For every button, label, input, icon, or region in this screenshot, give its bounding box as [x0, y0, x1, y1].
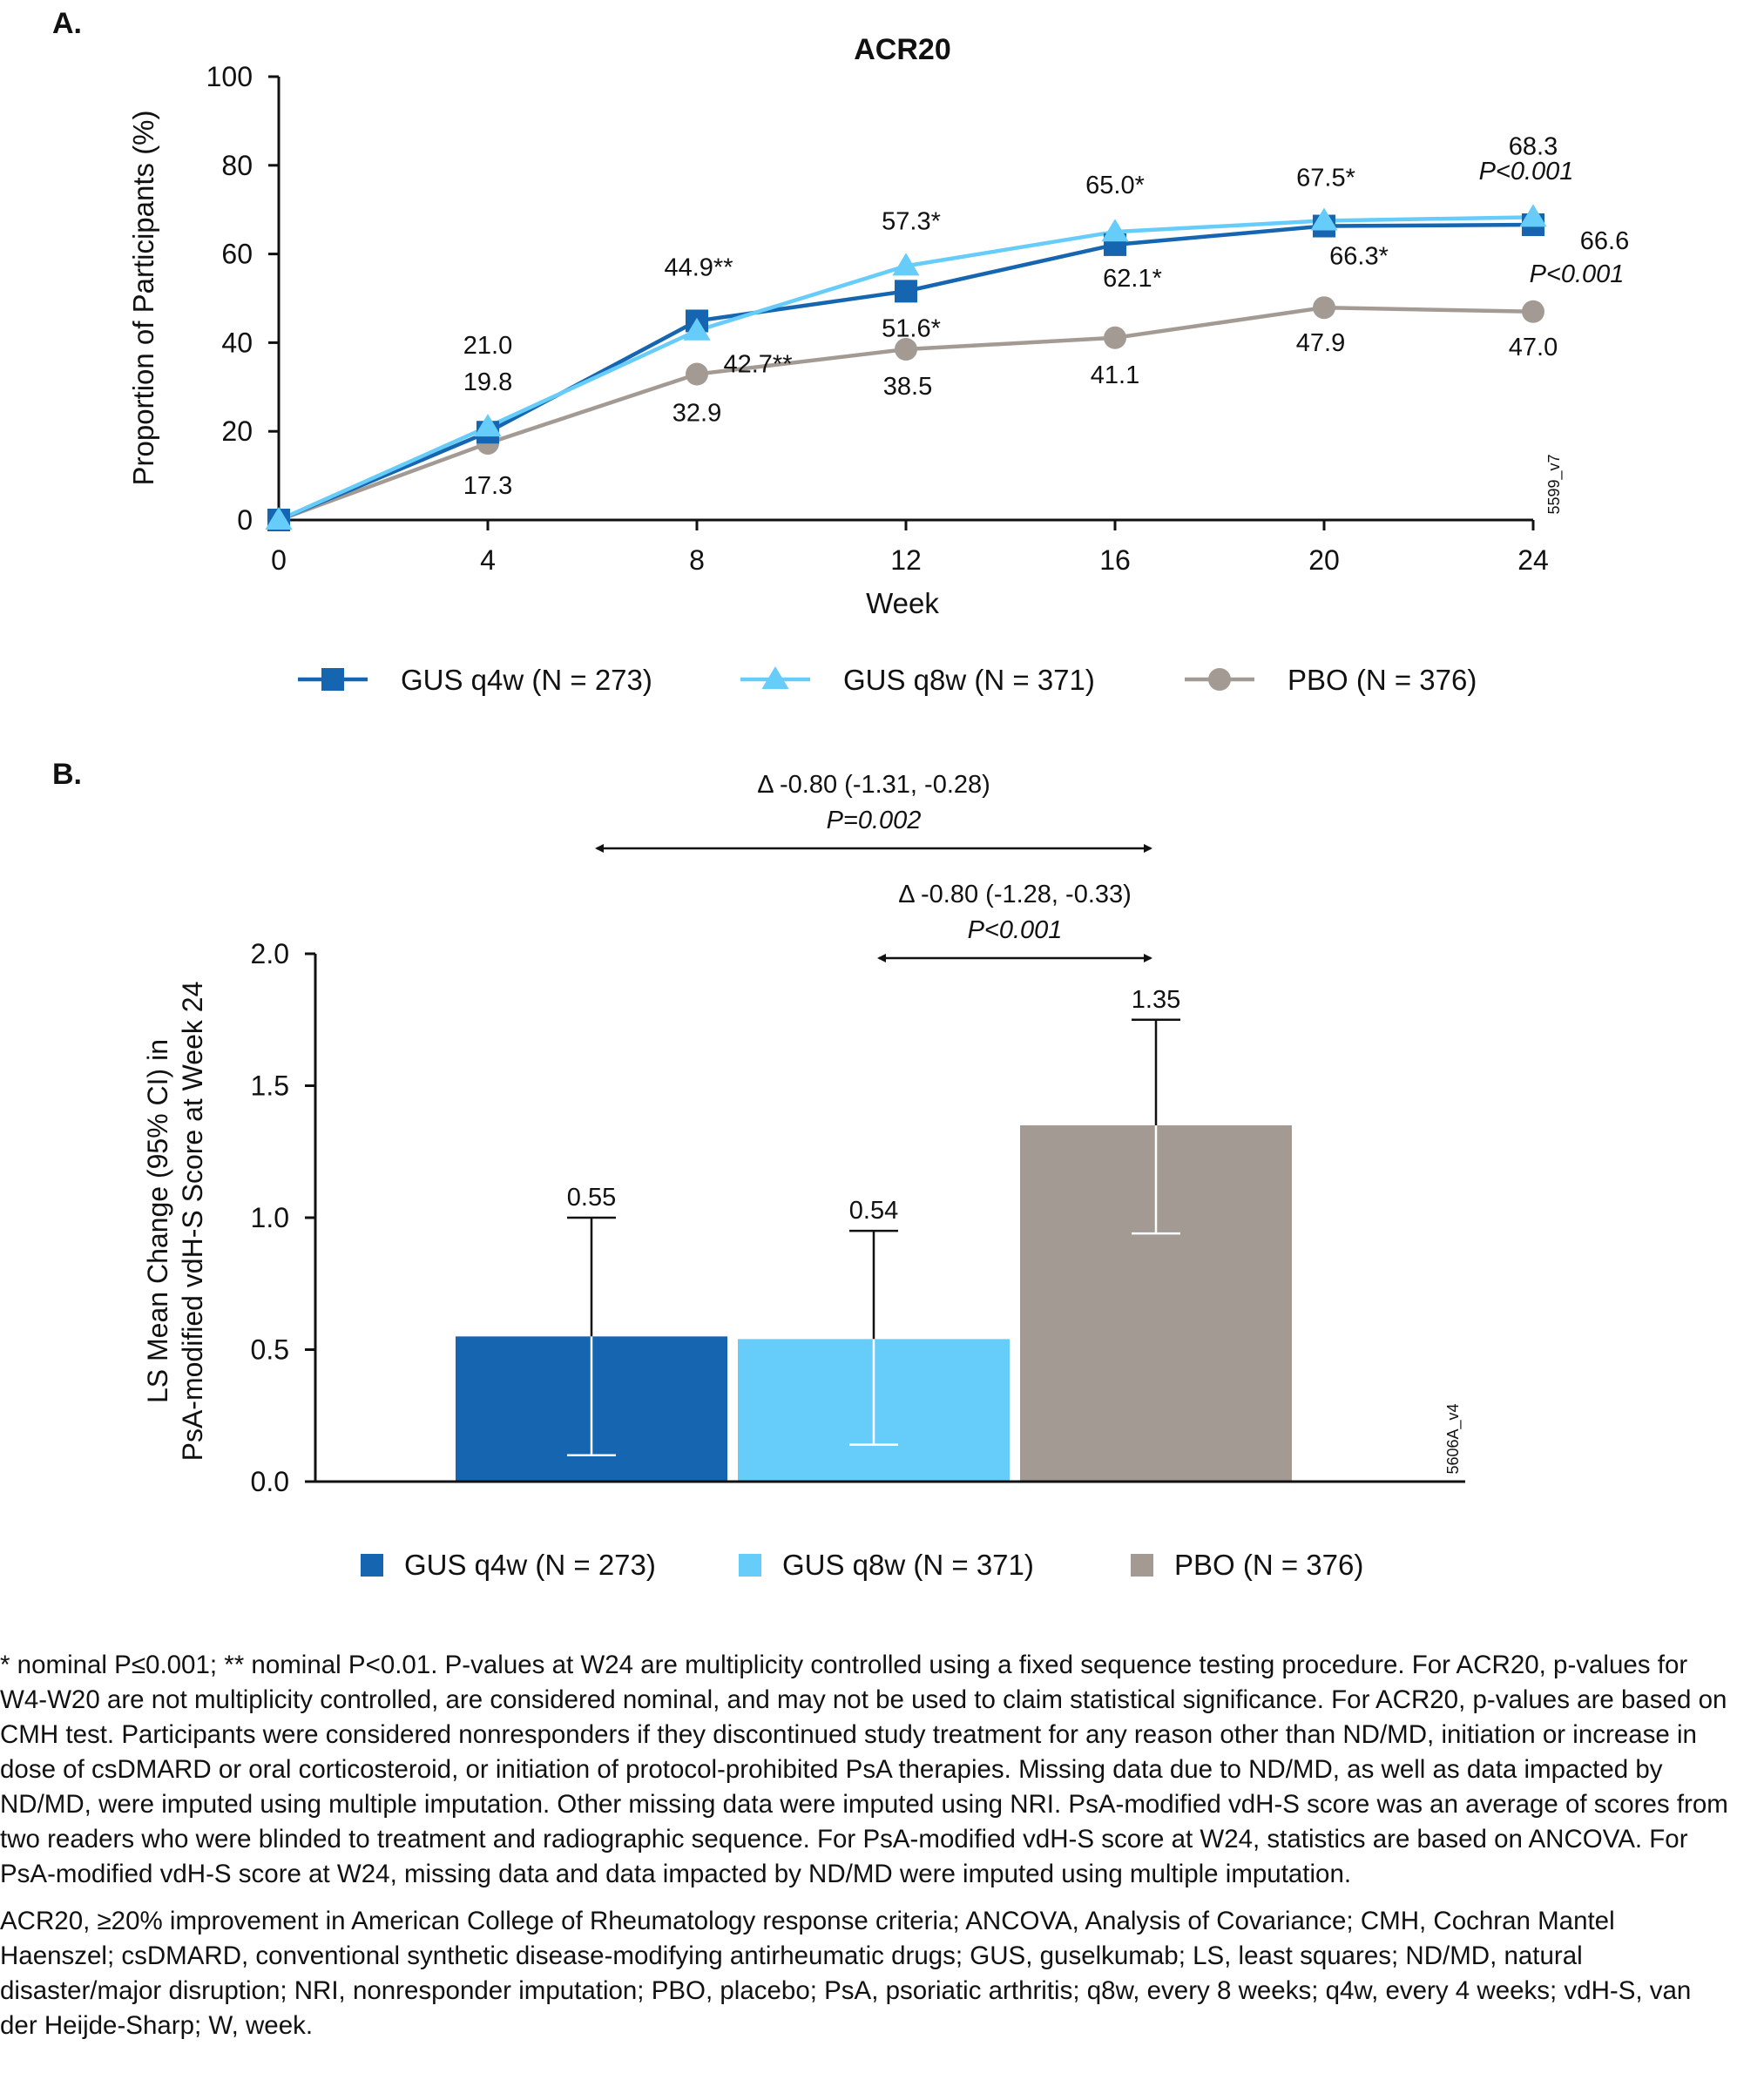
data-label-gus-q4w: 62.1* — [1103, 265, 1162, 293]
data-label-gus-q8w: 68.3 — [1509, 132, 1558, 160]
chart-a-title: ACR20 — [854, 33, 950, 66]
data-point-gus-q8w — [1519, 204, 1547, 227]
chart-b-y-axis-label-line1: LS Mean Change (95% CI) in — [142, 1039, 173, 1403]
figure-canvas: A. ACR20 Proportion of Participants (%) … — [52, 7, 1629, 1581]
data-point-gus-q8w — [265, 507, 293, 530]
data-label-gus-q4w: 44.9** — [664, 253, 733, 281]
chart-b-y-tick-label: 1.0 — [251, 1202, 289, 1233]
data-label-gus-q4w: 66.6 — [1580, 227, 1629, 255]
data-point-pbo — [686, 362, 708, 386]
data-point-pbo — [895, 338, 917, 361]
chart-a-y-tick-label: 60 — [221, 239, 253, 270]
footnotes: * nominal P≤0.001; ** nominal P<0.01. P-… — [0, 1648, 1729, 2056]
data-label-pbo: 41.1 — [1091, 361, 1139, 389]
legend-marker-gus-q4w — [321, 668, 344, 691]
data-point-pbo — [1104, 326, 1126, 349]
legend-label-pbo: PBO (N = 376) — [1174, 1549, 1363, 1581]
chart-a-y-tick-label: 40 — [221, 327, 253, 358]
chart-b-y-tick-label: 2.0 — [251, 938, 289, 969]
chart-a-x-tick-label: 12 — [890, 544, 922, 576]
comparison-p-value-1: P=0.002 — [827, 807, 922, 834]
data-label-pbo: 47.9 — [1296, 329, 1345, 357]
chart-a-pvalue-q4w: P<0.001 — [1530, 260, 1625, 288]
chart-b-legend: GUS q4w (N = 273) GUS q8w (N = 371) PBO (N… — [361, 1549, 1363, 1581]
data-label-gus-q8w: 21.0 — [463, 332, 512, 360]
data-label-pbo: 17.3 — [463, 472, 512, 500]
chart-a-y-tick-label: 20 — [221, 415, 253, 447]
panel-b-label: B. — [52, 758, 82, 791]
chart-b-bars: 0.55 0.54 1.35 — [456, 986, 1292, 1482]
chart-b-comparisons: Δ -0.80 (-1.31, -0.28) P=0.002 Δ -0.80 (-1… — [595, 771, 1152, 962]
chart-a-y-axis-label: Proportion of Participants (%) — [127, 110, 159, 485]
chart-a-x-tick-label: 8 — [689, 544, 705, 576]
data-label-gus-q8w: 65.0* — [1085, 172, 1145, 199]
data-label-pbo: 47.0 — [1509, 334, 1558, 361]
data-point-gus-q8w — [683, 317, 711, 341]
chart-a-x-tick-label: 24 — [1517, 544, 1549, 576]
chart-b-y-tick-label: 0.0 — [251, 1466, 289, 1497]
bar-value-label-gus-q8w: 0.54 — [849, 1197, 898, 1225]
chart-a-series — [265, 204, 1547, 531]
data-label-gus-q4w: 51.6* — [882, 314, 941, 342]
data-label-gus-q4w: 66.3* — [1329, 243, 1389, 271]
footnote-statistics: * nominal P≤0.001; ** nominal P<0.01. P-… — [0, 1651, 1728, 1888]
chart-a-x-tick-label: 0 — [271, 544, 287, 576]
data-label-gus-q8w: 67.5* — [1296, 164, 1355, 192]
comparison-delta-2: Δ -0.80 (-1.28, -0.33) — [898, 881, 1132, 908]
chart-a-x-tick-label: 16 — [1099, 544, 1131, 576]
comparison-p-value-2: P<0.001 — [968, 916, 1063, 944]
chart-a-pvalue-q8w: P<0.001 — [1479, 158, 1574, 186]
chart-a-x-tick-label: 20 — [1308, 544, 1340, 576]
chart-a-x-axis-label: Week — [866, 587, 939, 619]
legend-swatch-gus-q8w — [739, 1554, 761, 1577]
data-label-pbo: 32.9 — [672, 400, 721, 428]
data-label-gus-q8w: 42.7** — [723, 351, 792, 379]
chart-a-data-labels: 19.8 44.9** 51.6* 62.1* 66.3* 66.6 21.0 42.7** 5… — [463, 132, 1629, 500]
chart-b-y-axis-label-line2: PsA-modified vdH-S Score at Week 24 — [177, 982, 208, 1462]
data-point-gus-q8w — [1101, 219, 1129, 242]
chart-a-x-tick-label: 4 — [480, 544, 496, 576]
footnote-abbreviations: ACR20, ≥20% improvement in American Coll… — [0, 1907, 1692, 2040]
chart-b-version-code: 5606A_v4 — [1444, 1403, 1463, 1474]
chart-b-y-tick-label: 0.5 — [251, 1334, 289, 1366]
data-point-gus-q8w — [892, 253, 920, 276]
chart-a-version-code: 5599_v7 — [1545, 454, 1564, 514]
legend-label-gus-q4w: GUS q4w (N = 273) — [401, 664, 652, 696]
comparison-delta-1: Δ -0.80 (-1.31, -0.28) — [757, 771, 990, 799]
chart-a-y-ticks: 0 20 40 60 80 100 — [206, 61, 279, 536]
panel-a-label: A. — [52, 7, 82, 40]
chart-b-y-ticks: 0.0 0.5 1.0 1.5 2.0 — [251, 938, 315, 1497]
legend-label-pbo: PBO (N = 376) — [1288, 664, 1477, 696]
data-point-gus-q8w — [1310, 207, 1338, 231]
bar-value-label-gus-q4w: 0.55 — [567, 1184, 616, 1212]
legend-label-gus-q8w: GUS q8w (N = 371) — [782, 1549, 1034, 1581]
chart-a-y-tick-label: 100 — [206, 61, 253, 92]
bar-value-label-pbo: 1.35 — [1132, 986, 1180, 1014]
data-point-pbo — [1313, 296, 1335, 320]
data-point-gus-q8w — [474, 414, 502, 437]
data-point-gus-q4w — [895, 280, 917, 303]
legend-label-gus-q4w: GUS q4w (N = 273) — [404, 1549, 656, 1581]
legend-swatch-gus-q4w — [361, 1554, 383, 1577]
data-point-pbo — [1522, 300, 1544, 323]
legend-marker-pbo — [1208, 668, 1231, 691]
data-label-gus-q4w: 19.8 — [463, 368, 512, 396]
data-label-pbo: 38.5 — [883, 373, 932, 401]
chart-b-y-tick-label: 1.5 — [251, 1070, 289, 1102]
legend-swatch-pbo — [1131, 1554, 1153, 1577]
chart-a-legend: GUS q4w (N = 273) GUS q8w (N = 371) PBO (N… — [298, 664, 1477, 696]
chart-a-y-tick-label: 80 — [221, 150, 253, 181]
chart-a-y-tick-label: 0 — [237, 504, 253, 536]
legend-marker-gus-q8w — [761, 666, 789, 690]
data-label-gus-q8w: 57.3* — [882, 207, 941, 235]
chart-a-x-ticks: 0 4 8 12 16 20 24 — [271, 520, 1549, 576]
legend-label-gus-q8w: GUS q8w (N = 371) — [843, 664, 1095, 696]
